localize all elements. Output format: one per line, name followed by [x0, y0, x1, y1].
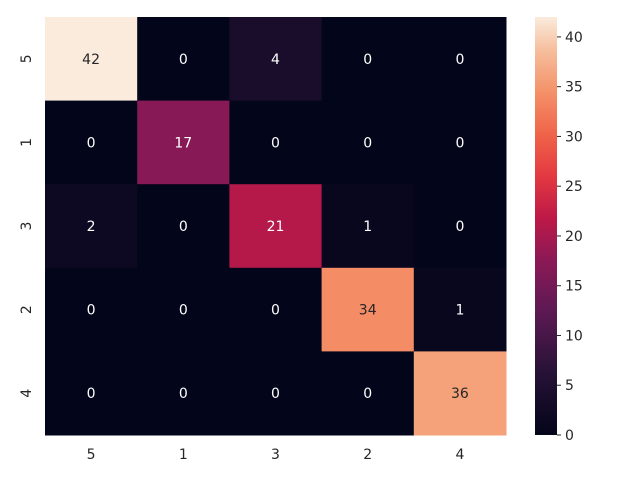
colorbar: 0 5 10 15 20 25 30 35 40: [535, 17, 583, 444]
x-tick-label-4: 4: [455, 447, 464, 463]
colorbar-tick-label-1: 5: [565, 378, 574, 394]
heatmap-cell-r4-c1: [137, 351, 230, 436]
heatmap-value-r0-c0: 42: [82, 52, 100, 68]
heatmap-value-r4-c3: 0: [363, 386, 372, 402]
heatmap-value-r4-c0: 0: [87, 386, 96, 402]
heatmap-cells: [45, 17, 507, 436]
heatmap-cell-r3-c0: [45, 267, 138, 352]
colorbar-tick-label-0: 0: [565, 428, 574, 444]
colorbar-tick-label-3: 15: [565, 279, 583, 295]
x-tick-label-0: 5: [87, 447, 96, 463]
heatmap-cell-r0-c2: [229, 17, 323, 102]
y-tick-label-0: 5: [19, 54, 35, 63]
heatmap-cell-r0-c1: [137, 17, 230, 102]
heatmap-cell-r0-c3: [321, 17, 415, 102]
heatmap-cell-r2-c3: [321, 184, 415, 269]
heatmap-cell-r1-c1: [137, 100, 230, 185]
heatmap-value-r2-c3: 1: [363, 219, 372, 235]
heatmap-value-r3-c0: 0: [87, 303, 96, 319]
heatmap-cell-r2-c0: [45, 184, 138, 269]
heatmap-value-r2-c4: 0: [455, 219, 464, 235]
colorbar-tick-label-2: 10: [565, 328, 583, 344]
heatmap-value-r3-c1: 0: [179, 303, 188, 319]
heatmap-cell-r3-c1: [137, 267, 230, 352]
heatmap-value-r0-c4: 0: [455, 52, 464, 68]
heatmap-value-r3-c4: 1: [455, 303, 464, 319]
heatmap-cell-r0-c0: [45, 17, 138, 102]
heatmap-cell-r1-c3: [321, 100, 415, 185]
colorbar-tick-label-8: 40: [565, 30, 583, 46]
x-tick-label-1: 1: [179, 447, 188, 463]
heatmap-value-r2-c1: 0: [179, 219, 188, 235]
y-tick-label-4: 4: [19, 389, 35, 398]
heatmap-cell-r1-c0: [45, 100, 138, 185]
heatmap-cell-r3-c4: [413, 267, 507, 352]
heatmap-cell-r1-c2: [229, 100, 323, 185]
heatmap-value-r4-c4: 36: [451, 386, 469, 402]
y-tick-label-3: 2: [19, 305, 35, 314]
heatmap-value-r4-c1: 0: [179, 386, 188, 402]
heatmap-cell-r4-c4: [413, 351, 507, 436]
x-axis-ticks: 5 1 3 2 4: [87, 447, 465, 463]
heatmap-cell-r0-c4: [413, 17, 507, 102]
colorbar-tick-label-7: 35: [565, 80, 583, 96]
heatmap-value-r2-c2: 21: [267, 219, 285, 235]
heatmap-cell-r2-c2: [229, 184, 323, 269]
heatmap-cell-r3-c3: [321, 267, 415, 352]
heatmap-cell-r4-c3: [321, 351, 415, 436]
heatmap-value-r3-c3: 34: [359, 303, 377, 319]
y-tick-label-1: 1: [19, 138, 35, 147]
colorbar-tick-label-5: 25: [565, 179, 583, 195]
heatmap-cell-r2-c4: [413, 184, 507, 269]
heatmap-cell-r4-c0: [45, 351, 138, 436]
heatmap-value-r1-c2: 0: [271, 135, 280, 151]
heatmap-annotations: 42 0 4 0 0 0 17 0 0 0 2 0 21 1 0 0 0 0 34 1 0 0 0 0 36: [82, 52, 469, 402]
heatmap-value-r1-c0: 0: [87, 135, 96, 151]
heatmap-cell-r1-c4: [413, 100, 507, 185]
heatmap-cell-r2-c1: [137, 184, 230, 269]
y-axis-ticks: 5 1 3 2 4: [19, 54, 35, 397]
heatmap-value-r1-c3: 0: [363, 135, 372, 151]
y-tick-label-2: 3: [19, 222, 35, 231]
heatmap-value-r4-c2: 0: [271, 386, 280, 402]
heatmap-value-r1-c1: 17: [174, 135, 192, 151]
heatmap-value-r3-c2: 0: [271, 303, 280, 319]
colorbar-tick-label-6: 30: [565, 129, 583, 145]
heatmap-value-r0-c2: 4: [271, 52, 280, 68]
colorbar-tick-label-4: 20: [565, 229, 583, 245]
heatmap-value-r0-c3: 0: [363, 52, 372, 68]
heatmap-cell-r3-c2: [229, 267, 323, 352]
colorbar-gradient: [535, 17, 557, 435]
heatmap-value-r2-c0: 2: [87, 219, 96, 235]
x-tick-label-3: 2: [363, 447, 372, 463]
heatmap-value-r0-c1: 0: [179, 52, 188, 68]
colorbar-ticks: 0 5 10 15 20 25 30 35 40: [557, 30, 583, 444]
heatmap-cell-r4-c2: [229, 351, 323, 436]
heatmap-value-r1-c4: 0: [455, 135, 464, 151]
x-tick-label-2: 3: [271, 447, 280, 463]
